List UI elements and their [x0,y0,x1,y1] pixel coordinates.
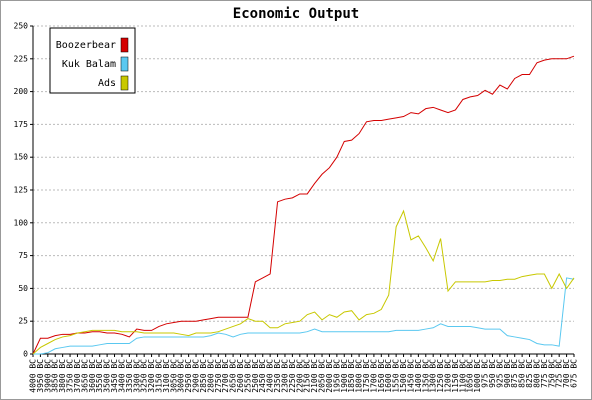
legend-swatch [120,56,129,72]
x-tick-label: 725 BC [555,359,564,388]
x-tick-label: 900 BC [503,359,512,388]
y-tick-label: 25 [18,317,28,326]
x-tick-label: 3450 BC [110,359,119,393]
x-tick-label: 1800 BC [355,359,364,393]
y-tick-label: 250 [14,22,29,31]
x-tick-label: 3100 BC [162,359,171,393]
x-tick-label: 3700 BC [73,359,82,393]
y-tick-label: 75 [18,251,28,260]
x-tick-label: 2850 BC [199,359,208,393]
x-tick-label: 3250 BC [140,359,149,393]
legend-label: Boozerbear [56,40,116,51]
x-tick-label: 3150 BC [154,359,163,393]
x-tick-label: 1650 BC [377,359,386,393]
x-tick-label: 1450 BC [406,359,415,393]
x-tick-label: 1550 BC [392,359,401,393]
x-tick-label: 2700 BC [221,359,230,393]
x-tick-label: 3800 BC [58,359,67,393]
x-tick-label: 1200 BC [444,359,453,393]
y-tick-label: 225 [14,54,29,63]
x-tick-label: 825 BC [525,359,534,388]
y-tick-label: 50 [18,284,28,293]
x-tick-label: 2250 BC [288,359,297,393]
x-tick-label: 2500 BC [251,359,260,393]
y-tick-label: 175 [14,120,29,129]
x-tick-label: 2600 BC [236,359,245,393]
x-tick-label: 1150 BC [451,359,460,393]
x-tick-label: 950 BC [488,359,497,388]
x-tick-label: 3500 BC [103,359,112,393]
x-tick-label: 2450 BC [258,359,267,393]
legend-swatch [120,37,129,53]
x-tick-label: 1300 BC [429,359,438,393]
x-tick-label: 2350 BC [273,359,282,393]
x-tick-label: 2800 BC [206,359,215,393]
x-tick-label: 3200 BC [147,359,156,393]
x-tick-label: 1400 BC [414,359,423,393]
x-tick-label: 1350 BC [421,359,430,393]
x-tick-label: 675 BC [570,359,579,388]
x-tick-label: 3300 BC [132,359,141,393]
x-tick-label: 2400 BC [266,359,275,393]
x-tick-label: 1250 BC [436,359,445,393]
x-tick-label: 800 BC [532,359,541,388]
x-tick-label: 925 BC [495,359,504,388]
x-tick-label: 1100 BC [458,359,467,393]
x-tick-label: 2650 BC [229,359,238,393]
x-tick-label: 1500 BC [399,359,408,393]
series-line [33,277,575,355]
x-tick-label: 3000 BC [177,359,186,393]
x-tick-label: 2000 BC [325,359,334,393]
legend-swatch [120,75,129,91]
y-tick-label: 125 [14,186,29,195]
chart-title: Economic Output [233,6,359,22]
x-tick-label: 3750 BC [66,359,75,393]
x-tick-label: 2550 BC [243,359,252,393]
x-tick-label: 1900 BC [340,359,349,393]
x-tick-label: 875 BC [510,359,519,388]
x-tick-label: 1950 BC [332,359,341,393]
series-line [32,55,575,355]
x-tick-label: 1050 BC [466,359,475,393]
x-tick-label: 3600 BC [88,359,97,393]
x-tick-label: 3550 BC [95,359,104,393]
x-tick-label: 850 BC [518,359,527,388]
x-tick-label: 2950 BC [184,359,193,393]
y-tick-label: 150 [14,153,29,162]
x-tick-label: 3050 BC [169,359,178,393]
legend-label: Ads [98,78,116,89]
x-tick-label: 3900 BC [43,359,52,393]
x-tick-label: 750 BC [547,359,556,388]
x-tick-label: 1700 BC [369,359,378,393]
x-tick-label: 700 BC [562,359,571,388]
x-tick-label: 2050 BC [318,359,327,393]
x-tick-label: 4000 BC [29,359,38,393]
x-tick-label: 1850 BC [347,359,356,393]
x-tick-label: 2100 BC [310,359,319,393]
x-tick-label: 2750 BC [214,359,223,393]
x-tick-label: 2900 BC [192,359,201,393]
x-tick-label: 975 BC [481,359,490,388]
x-tick-label: 1750 BC [362,359,371,393]
legend: Boozerbear Kuk Balam Ads [49,27,136,94]
x-tick-label: 775 BC [540,359,549,388]
series-line [32,209,575,355]
x-tick-label: 3650 BC [80,359,89,393]
x-tick-label: 2150 BC [303,359,312,393]
y-tick-label: 200 [14,87,29,96]
y-tick-label: 0 [23,350,28,359]
x-tick-label: 2300 BC [280,359,289,393]
x-tick-label: 3350 BC [125,359,134,393]
legend-label: Kuk Balam [62,59,116,70]
x-tick-label: 3850 BC [51,359,60,393]
y-tick-label: 100 [14,218,29,227]
x-tick-label: 1600 BC [384,359,393,393]
x-tick-label: 2200 BC [295,359,304,393]
x-tick-label: 3950 BC [36,359,45,393]
x-tick-label: 1000 BC [473,359,482,393]
x-tick-label: 3400 BC [117,359,126,393]
